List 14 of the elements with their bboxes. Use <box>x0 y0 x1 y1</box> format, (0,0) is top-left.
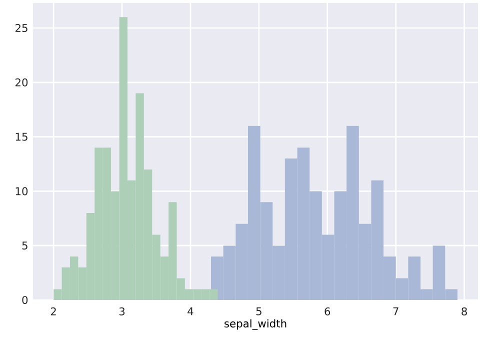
y-tick-label: 25 <box>15 24 28 32</box>
x-tick-label: 7 <box>393 307 398 316</box>
y-tick-label: 10 <box>16 187 28 196</box>
x-tick-label: 5 <box>256 307 262 316</box>
y-tick-label: 15 <box>16 132 28 141</box>
x-tick-label: 4 <box>188 307 194 316</box>
y-tick-label: 5 <box>22 242 28 250</box>
x-tick-label: 2 <box>50 307 56 316</box>
x-tick-label: 8 <box>462 307 467 316</box>
x-tick-label: 3 <box>119 307 125 316</box>
y-tick-label: 20 <box>15 78 28 86</box>
x-axis-title: sepal_width <box>224 319 286 330</box>
y-tick-label: 0 <box>22 296 28 304</box>
x-tick-label: 6 <box>324 307 330 316</box>
